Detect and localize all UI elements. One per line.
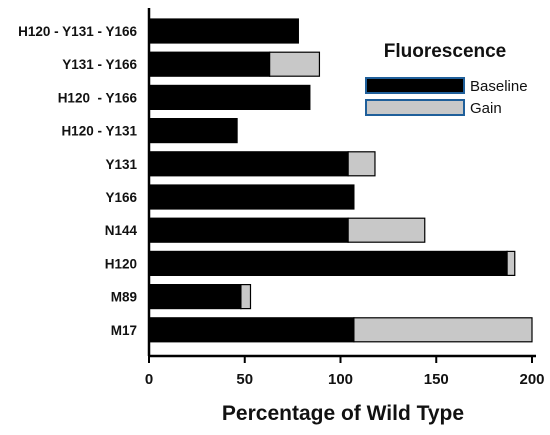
legend-label-baseline: Baseline [470, 78, 528, 95]
bars-group [148, 18, 533, 343]
category-label: Y166 [105, 190, 137, 205]
bar-gain-1 [269, 51, 321, 77]
bar-baseline-4 [148, 151, 349, 177]
x-axis-label: Percentage of Wild Type [222, 402, 464, 425]
bar-baseline-7 [148, 250, 508, 276]
bar-gain-4 [347, 151, 376, 177]
x-tick-label: 150 [424, 371, 449, 388]
category-label: N144 [105, 223, 138, 238]
bar-baseline-1 [148, 51, 271, 77]
legend-label-gain: Gain [470, 100, 502, 117]
legend: Fluorescence Baseline Gain [365, 41, 528, 117]
bar-baseline-6 [148, 217, 349, 243]
category-label: Y131 - Y166 [62, 57, 137, 72]
category-labels: H120 - Y131 - Y166 Y131 - Y166 H120 - Y166… [18, 24, 137, 338]
bar-gain-8 [240, 284, 252, 310]
category-label: H120 - Y131 [61, 124, 137, 139]
x-tick-label: 0 [145, 371, 153, 388]
bar-baseline-9 [148, 317, 355, 343]
bar-baseline-3 [148, 117, 238, 144]
category-label: M17 [111, 323, 137, 338]
x-tick-label: 50 [236, 371, 253, 388]
legend-swatch-baseline [365, 77, 465, 94]
category-label: H120 - Y131 - Y166 [18, 24, 137, 39]
bar-baseline-2 [148, 84, 311, 111]
bar-baseline-0 [148, 18, 299, 44]
bar-gain-7 [506, 250, 516, 276]
bar-baseline-8 [148, 284, 242, 310]
category-label: M89 [111, 290, 137, 305]
x-tick-label: 100 [328, 371, 353, 388]
bar-gain-9 [353, 317, 533, 343]
category-label: Y131 [105, 157, 137, 172]
x-axis-ticks: 0 50 100 150 200 [145, 356, 545, 388]
bar-gain-6 [347, 217, 426, 243]
category-label: H120 - Y166 [58, 90, 138, 105]
category-label: H120 [105, 256, 137, 271]
x-tick-label: 200 [519, 371, 544, 388]
legend-title: Fluorescence [384, 41, 507, 62]
legend-swatch-gain [365, 99, 465, 116]
bar-baseline-5 [148, 184, 355, 210]
